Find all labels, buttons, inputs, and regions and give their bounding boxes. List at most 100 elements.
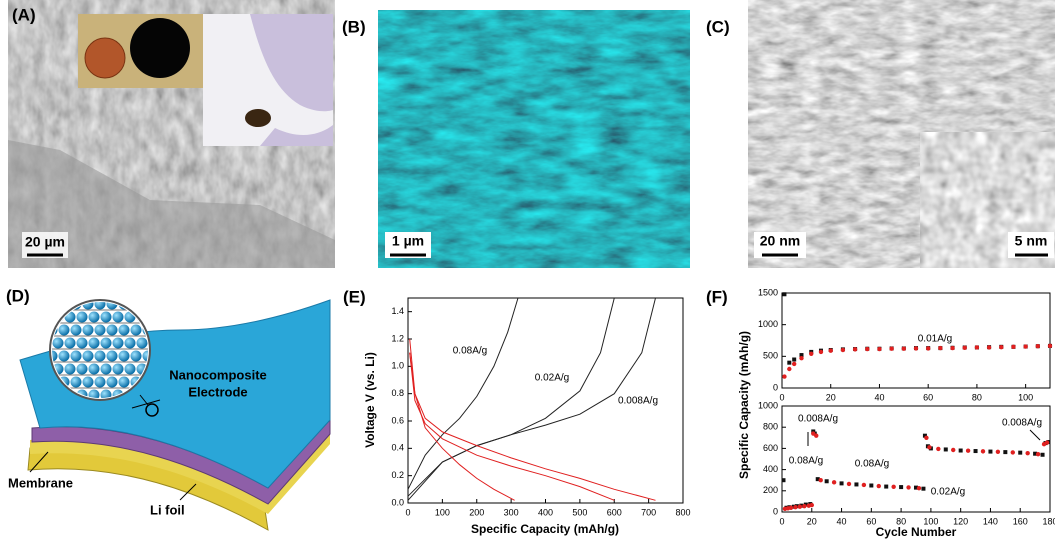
point: [951, 448, 955, 452]
point: [927, 445, 931, 449]
point: [963, 346, 967, 350]
particle: [107, 325, 118, 336]
point: [1041, 453, 1045, 457]
particle: [125, 364, 136, 375]
point: [938, 346, 942, 350]
point: [1003, 450, 1007, 454]
annotation: 0.008A/g: [618, 396, 658, 407]
point: [799, 356, 803, 360]
point: [902, 347, 906, 351]
point: [819, 478, 823, 482]
x-tick-label: 140: [983, 516, 998, 526]
y-tick-label: 1500: [758, 287, 778, 297]
y-tick-label: 1000: [758, 400, 778, 410]
y-tick-label: 1.4: [391, 306, 404, 316]
particle: [113, 338, 124, 349]
point: [787, 367, 791, 371]
point: [1045, 440, 1049, 444]
particle: [113, 312, 124, 323]
particle: [107, 377, 118, 388]
point: [840, 481, 844, 485]
point: [974, 449, 978, 453]
x-tick-label: 80: [972, 392, 982, 402]
point: [1018, 451, 1022, 455]
x-tick-label: 40: [874, 392, 884, 402]
point: [988, 450, 992, 454]
point: [1023, 344, 1027, 348]
x-tick-label: 0: [779, 392, 784, 402]
scale-bar-label: 20 nm: [760, 233, 800, 249]
inset-scale-bar-label: 5 nm: [1015, 233, 1048, 249]
annotation: 0.01A/g: [918, 334, 952, 345]
point: [917, 486, 921, 490]
particle: [101, 364, 112, 375]
panel-label: (C): [706, 17, 730, 36]
point: [936, 447, 940, 451]
y-tick-label: 0: [773, 506, 778, 516]
y-tick-label: 500: [763, 351, 778, 361]
particle: [59, 325, 70, 336]
particle: [77, 312, 88, 323]
particle: [107, 351, 118, 362]
particle: [119, 377, 130, 388]
particle: [47, 299, 58, 310]
annotation: 0.008A/g: [798, 414, 838, 425]
annotation: 0.02A/g: [931, 487, 965, 498]
y-tick-label: 400: [763, 464, 778, 474]
particle: [89, 364, 100, 375]
point: [999, 345, 1003, 349]
particle: [131, 325, 142, 336]
x-tick-label: 700: [641, 507, 656, 517]
particle: [89, 338, 100, 349]
point: [841, 348, 845, 352]
x-tick-label: 0: [405, 507, 410, 517]
curve: [410, 353, 656, 501]
x-tick-label: 300: [504, 507, 519, 517]
sem-image: [378, 10, 690, 268]
point: [1025, 451, 1029, 455]
particle: [71, 325, 82, 336]
y-axis-label: Voltage V (vs. Li): [363, 352, 377, 448]
point: [950, 346, 954, 350]
plot-frame: [782, 293, 1050, 388]
annotation: 0.08A/g: [453, 346, 487, 357]
particle: [83, 377, 94, 388]
particle: [143, 299, 154, 310]
y-tick-label: 1.2: [391, 333, 404, 343]
x-tick-label: 60: [923, 392, 933, 402]
y-tick-label: 0: [773, 382, 778, 392]
particle: [149, 312, 160, 323]
point: [865, 347, 869, 351]
x-tick-label: 100: [1018, 392, 1033, 402]
particle: [77, 364, 88, 375]
x-tick-label: 180: [1042, 516, 1055, 526]
y-tick-label: 0.6: [391, 415, 404, 425]
particle: [71, 377, 82, 388]
y-tick-label: 1.0: [391, 361, 404, 371]
point: [1011, 450, 1015, 454]
point: [975, 345, 979, 349]
point: [926, 346, 930, 350]
particle: [89, 312, 100, 323]
point: [787, 361, 791, 365]
x-tick-label: 160: [1013, 516, 1028, 526]
x-tick-label: 20: [826, 392, 836, 402]
point: [853, 347, 857, 351]
particle: [119, 351, 130, 362]
figure: (A) 20 µm (B) 1 µm (C) 20 nm 5 nm (: [0, 0, 1055, 546]
curve: [410, 339, 515, 500]
particle: [95, 377, 106, 388]
panel-a: (A) 20 µm: [8, 0, 335, 268]
black-disc: [130, 18, 190, 78]
point: [798, 505, 802, 509]
particle: [131, 351, 142, 362]
point: [921, 487, 925, 491]
x-tick-label: 600: [607, 507, 622, 517]
particle: [101, 312, 112, 323]
point: [944, 447, 948, 451]
x-tick-label: 400: [538, 507, 553, 517]
panel-d: (D) Nanocomposite Electrode Membrane Li …: [6, 286, 330, 530]
point: [829, 348, 833, 352]
electrode-label: Electrode: [188, 384, 247, 399]
particle: [71, 351, 82, 362]
